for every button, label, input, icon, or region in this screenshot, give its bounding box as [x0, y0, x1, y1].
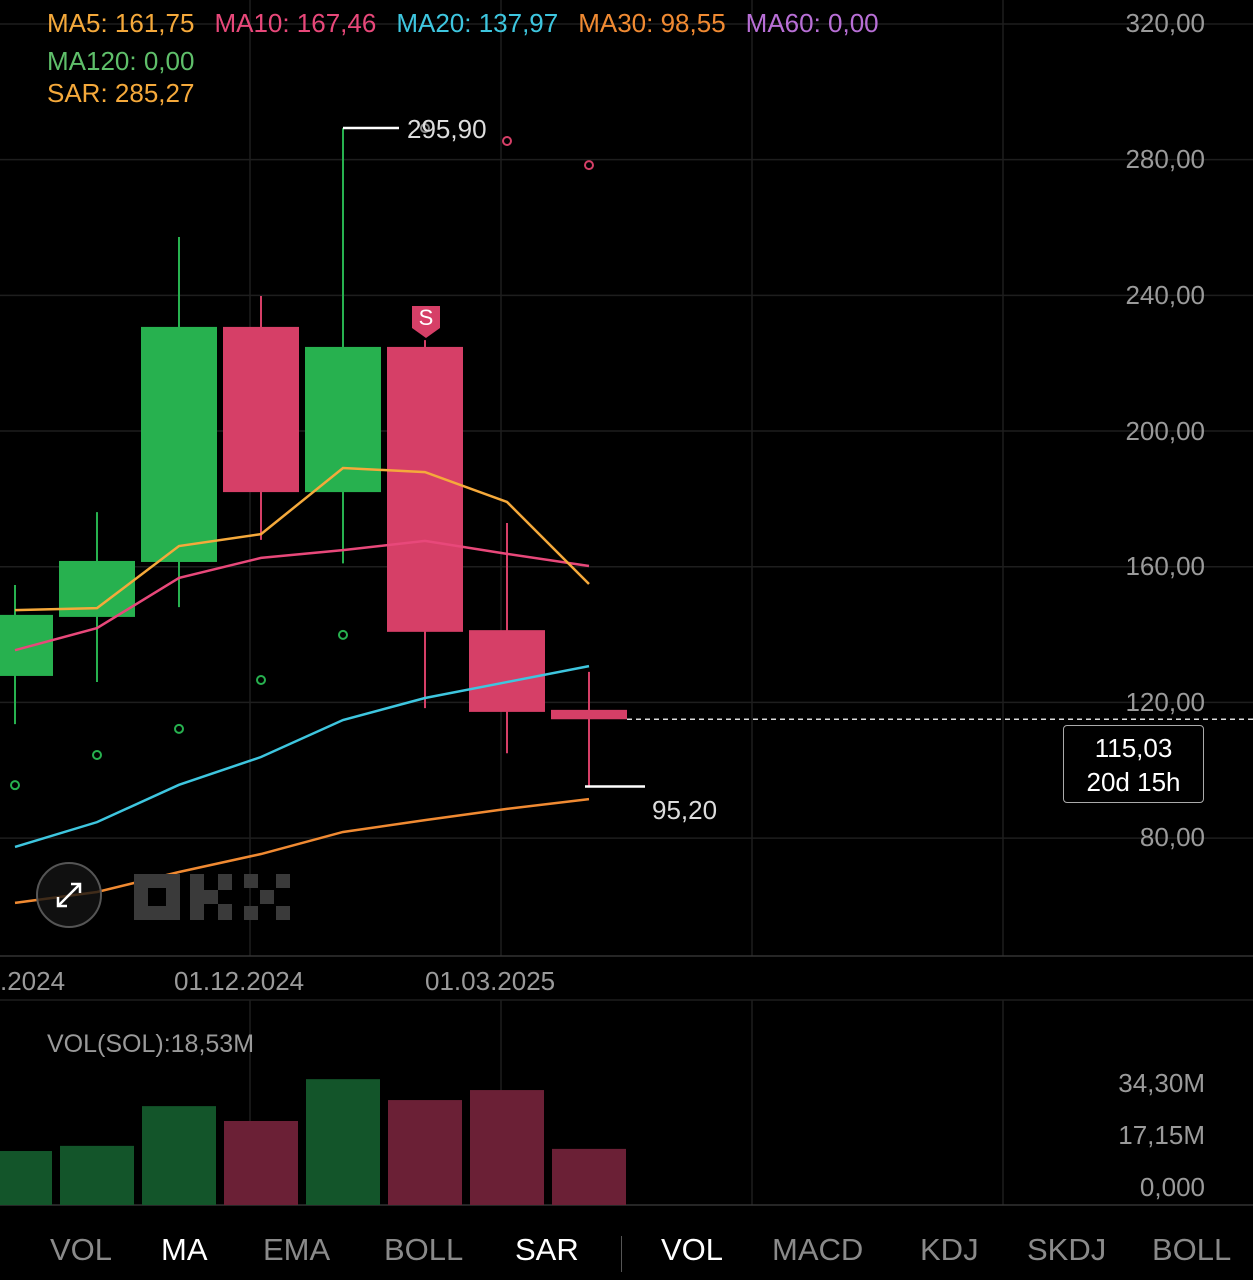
low-label: 95,20	[652, 795, 718, 825]
ma5-value: MA5: 161,75	[47, 8, 195, 38]
tab-main-ema[interactable]: EMA	[263, 1232, 331, 1267]
axis-label: 80,00	[1139, 822, 1205, 852]
tab-main-sar[interactable]: SAR	[515, 1232, 579, 1267]
volume-bar	[552, 1148, 626, 1205]
volume-bar	[0, 1151, 52, 1205]
sar-dot	[92, 749, 102, 760]
candle-countdown: 20d 15h	[1086, 767, 1181, 797]
axis-label: 120,00	[1125, 687, 1205, 717]
sar-dot	[174, 723, 184, 734]
sar-dot	[10, 780, 20, 791]
tab-main-ma[interactable]: MA	[161, 1232, 208, 1267]
sar-dot	[420, 123, 430, 134]
tab-sub-boll[interactable]: BOLL	[1152, 1232, 1232, 1267]
current-price: 115,03	[1094, 733, 1173, 763]
date-label: 01.03.2025	[425, 966, 556, 996]
tab-sub-skdj[interactable]: SKDJ	[1027, 1232, 1107, 1267]
indicator-tabs: VOL MA EMA BOLL SAR VOL MACD KDJ SKDJ BO…	[0, 1232, 1253, 1280]
ma120-value: MA120: 0,00	[47, 46, 195, 76]
volume-legend: VOL(SOL):18,53M	[47, 1030, 255, 1058]
current-price-tag: 115,03 20d 15h	[1063, 725, 1204, 803]
candle-body	[469, 630, 545, 712]
candle-body	[551, 709, 627, 720]
candle-body	[387, 346, 463, 632]
volume-bar	[224, 1120, 298, 1205]
okx-logo	[134, 874, 290, 920]
axis-label: 240,00	[1125, 280, 1205, 310]
candle-body	[223, 326, 299, 493]
sar-dot	[502, 136, 512, 147]
ma60-value: MA60: 0,00	[745, 8, 879, 38]
volume-bar	[306, 1079, 380, 1205]
date-label: .2024	[0, 966, 66, 996]
axis-label: 160,00	[1125, 551, 1205, 581]
tab-main-vol[interactable]: VOL	[50, 1232, 113, 1267]
sell-signal-badge	[412, 306, 440, 338]
sar-dot	[338, 629, 348, 640]
candlestick-chart[interactable]	[0, 0, 1253, 1230]
volume-axis-label: 17,15M	[1118, 1120, 1205, 1150]
tab-divider	[621, 1236, 622, 1272]
ma10-line	[14, 539, 590, 652]
tab-sub-vol[interactable]: VOL	[661, 1232, 724, 1267]
axis-label: 280,00	[1125, 144, 1205, 174]
ma10-value: MA10: 167,46	[214, 8, 377, 38]
tab-sub-macd[interactable]: MACD	[772, 1232, 864, 1267]
ma20-value: MA20: 137,97	[396, 8, 559, 38]
sar-value: SAR: 285,27	[47, 78, 195, 108]
sell-signal-label: S	[418, 305, 434, 330]
ma30-line	[14, 797, 590, 905]
volume-bar	[388, 1100, 462, 1205]
date-label: 01.12.2024	[174, 966, 305, 996]
volume-bar	[142, 1106, 216, 1205]
expand-icon	[56, 882, 82, 908]
volume-bar	[60, 1145, 134, 1205]
ma5-line	[14, 466, 590, 612]
sar-dot	[584, 160, 594, 171]
tab-main-boll[interactable]: BOLL	[384, 1232, 464, 1267]
candle-body	[141, 326, 217, 562]
axis-label: 320,00	[1125, 8, 1205, 38]
tab-sub-kdj[interactable]: KDJ	[920, 1232, 979, 1267]
fullscreen-button[interactable]	[36, 862, 102, 928]
volume-bar	[470, 1090, 544, 1205]
high-label: 295,90	[407, 114, 487, 144]
candle-body	[0, 614, 53, 676]
volume-axis-label: 0,000	[1139, 1172, 1205, 1202]
sar-dot	[256, 675, 266, 686]
ma-legend: MA5: 161,75 MA10: 167,46 MA20: 137,97 MA30:…	[47, 8, 899, 39]
ma20-line	[14, 664, 590, 849]
axis-label: 200,00	[1125, 416, 1205, 446]
volume-axis-label: 34,30M	[1118, 1068, 1205, 1098]
ma30-value: MA30: 98,55	[578, 8, 726, 38]
